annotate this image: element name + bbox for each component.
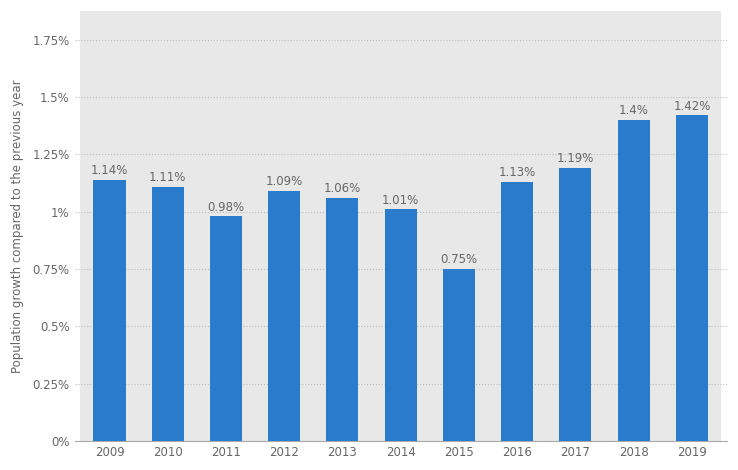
Bar — [152, 187, 184, 441]
Bar — [618, 120, 649, 441]
Text: 1.19%: 1.19% — [556, 152, 594, 165]
Bar — [268, 191, 300, 441]
Bar — [326, 198, 359, 441]
Text: 1.11%: 1.11% — [149, 171, 187, 184]
Text: 1.4%: 1.4% — [618, 104, 649, 118]
Text: 1.13%: 1.13% — [499, 166, 536, 179]
Bar — [210, 216, 242, 441]
Text: 1.09%: 1.09% — [266, 175, 303, 188]
Text: 1.42%: 1.42% — [673, 100, 711, 113]
Text: 1.06%: 1.06% — [324, 182, 361, 195]
Bar — [559, 168, 591, 441]
Text: 0.75%: 0.75% — [441, 253, 477, 266]
Bar — [430, 11, 546, 441]
Bar — [546, 11, 663, 441]
Bar — [663, 11, 721, 441]
Bar — [80, 11, 197, 441]
Bar — [314, 11, 430, 441]
Text: 0.98%: 0.98% — [207, 201, 244, 213]
Bar — [197, 11, 314, 441]
Bar — [384, 210, 417, 441]
Y-axis label: Population growth compared to the previous year: Population growth compared to the previo… — [11, 79, 24, 373]
Bar — [676, 116, 708, 441]
Text: 1.01%: 1.01% — [382, 194, 419, 207]
Text: 1.14%: 1.14% — [91, 164, 128, 177]
Bar — [501, 182, 534, 441]
Bar — [443, 269, 475, 441]
Bar — [94, 180, 125, 441]
